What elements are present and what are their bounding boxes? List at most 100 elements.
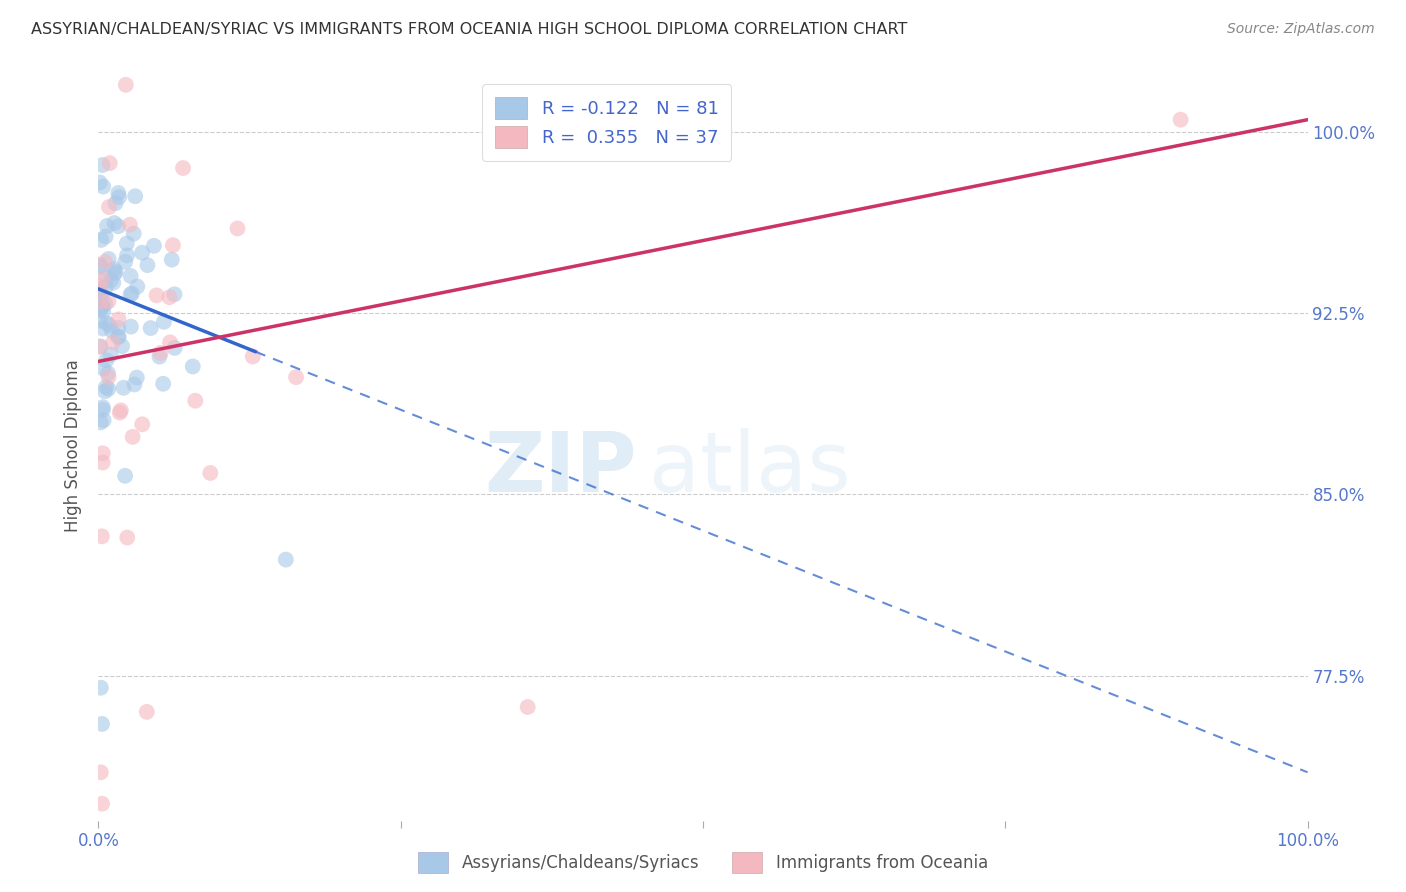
Point [115,236,138,251]
Point [91,456,114,470]
Point [121,286,143,301]
Point [127,279,149,293]
Point [97,252,120,266]
Point [110,403,132,417]
Point [90,681,112,695]
Point [96,316,118,330]
Point [94,384,117,399]
Point [91,158,114,172]
Point [94,255,117,269]
Point [107,329,129,343]
Point [91,361,114,376]
Point [114,468,136,483]
Point [184,393,207,408]
Point [153,315,176,329]
Point [100,348,122,362]
Point [107,312,129,326]
Point [96,270,118,285]
Point [200,466,222,480]
Point [89,295,111,310]
Point [94,297,117,311]
Point [89,301,111,316]
Point [152,376,174,391]
Point [103,276,125,290]
Point [91,179,114,194]
Point [91,299,114,313]
Point [90,415,112,429]
Point [90,298,112,312]
Point [89,290,111,304]
Point [124,377,146,392]
Point [89,285,111,299]
Point [516,700,538,714]
Text: Source: ZipAtlas.com: Source: ZipAtlas.com [1227,22,1375,37]
Point [104,196,127,211]
Point [148,350,170,364]
Point [274,552,297,566]
Point [149,346,172,360]
Point [91,272,114,286]
Point [89,302,111,317]
Point [91,321,114,335]
Point [100,273,122,287]
Point [1170,112,1192,127]
Point [90,529,112,543]
Point [107,321,129,335]
Point [108,190,131,204]
Point [103,262,125,277]
Point [162,238,184,252]
Point [114,255,136,269]
Point [97,382,120,396]
Point [120,268,142,283]
Point [91,401,114,415]
Point [118,218,141,232]
Point [101,335,124,350]
Point [94,380,117,394]
Y-axis label: High School Diploma: High School Diploma [65,359,83,533]
Point [139,321,162,335]
Point [94,280,117,294]
Point [159,290,181,304]
Point [94,229,117,244]
Legend: Assyrians/Chaldeans/Syriacs, Immigrants from Oceania: Assyrians/Chaldeans/Syriacs, Immigrants … [412,846,994,880]
Point [163,287,186,301]
Point [226,221,249,235]
Point [111,339,134,353]
Point [107,219,129,234]
Point [97,367,120,381]
Point [96,219,118,233]
Point [91,797,114,811]
Point [93,413,115,427]
Point [117,531,139,545]
Point [89,339,111,353]
Point [91,717,114,731]
Point [104,267,127,281]
Legend: R = -0.122   N = 81, R =  0.355   N = 37: R = -0.122 N = 81, R = 0.355 N = 37 [482,84,731,161]
Point [91,299,114,313]
Point [181,359,204,374]
Point [115,248,138,262]
Point [98,156,121,170]
Point [89,260,111,274]
Point [131,245,153,260]
Point [135,705,157,719]
Text: ZIP: ZIP [484,428,637,509]
Point [172,161,194,175]
Point [89,314,111,328]
Point [120,287,142,301]
Point [91,402,114,417]
Point [242,350,264,364]
Point [125,370,148,384]
Point [122,227,145,241]
Point [121,430,143,444]
Text: atlas: atlas [648,428,851,509]
Point [100,324,122,338]
Point [90,288,112,302]
Point [89,340,111,354]
Point [103,216,125,230]
Point [159,335,181,350]
Point [91,304,114,318]
Text: ASSYRIAN/CHALDEAN/SYRIAC VS IMMIGRANTS FROM OCEANIA HIGH SCHOOL DIPLOMA CORRELAT: ASSYRIAN/CHALDEAN/SYRIAC VS IMMIGRANTS F… [31,22,907,37]
Point [90,233,112,247]
Point [107,186,129,200]
